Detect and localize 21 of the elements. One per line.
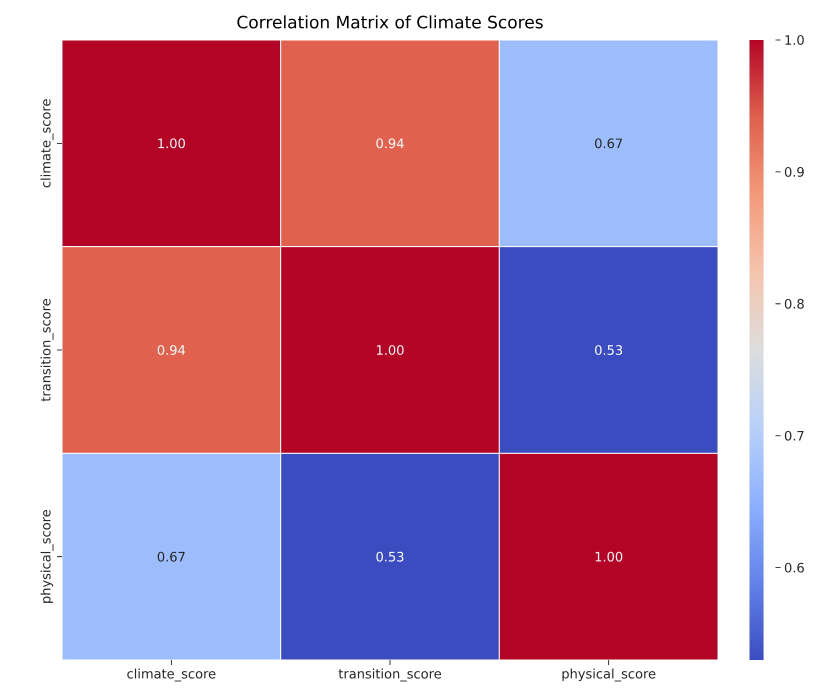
data-label: 0.94 <box>376 138 404 148</box>
x-tick-label: physical_score <box>562 668 656 682</box>
x-tick-label: transition_score <box>338 668 442 682</box>
color-bar-label: 0.9 <box>784 166 804 177</box>
data-label: 0.53 <box>595 345 622 355</box>
color-bar-label: 0.6 <box>784 562 804 573</box>
chart-title: Correlation Matrix of Climate Scores <box>237 15 543 28</box>
data-label: 0.67 <box>595 138 622 148</box>
y-tick-label: physical_score <box>40 510 54 603</box>
color-bar-label: 0.7 <box>784 430 804 441</box>
data-label: 1.00 <box>596 552 622 562</box>
data-label: 0.67 <box>158 552 185 562</box>
data-label: 1.00 <box>158 138 185 148</box>
color-bar-label: 0.8 <box>784 298 804 309</box>
x-tick-label: climate_score <box>127 668 216 682</box>
color-bar-label: 1.0 <box>785 35 804 45</box>
data-label: 0.53 <box>376 552 404 562</box>
y-tick-label: transition_score <box>40 298 54 402</box>
data-label: 1.00 <box>376 345 404 355</box>
y-tick-label: climate_score <box>40 99 54 188</box>
data-label: 0.94 <box>158 345 186 355</box>
